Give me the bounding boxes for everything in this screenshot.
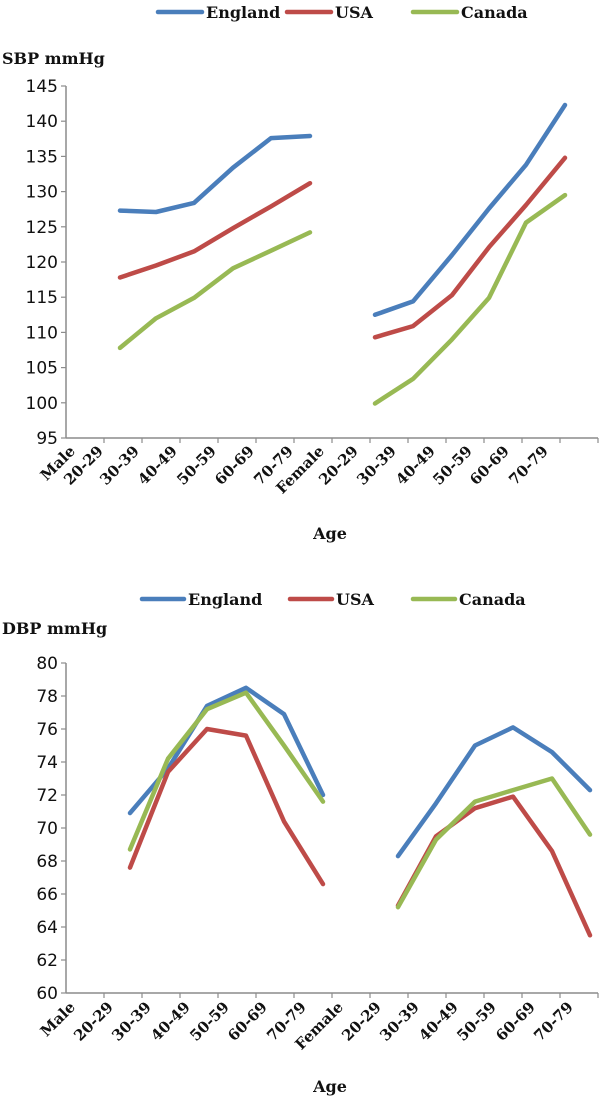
dbp-x-tick-label: 50-59 <box>453 998 500 1045</box>
sbp-y-tick-label: 100 <box>26 394 58 414</box>
sbp-x-tick-label: 40-49 <box>134 442 181 489</box>
sbp-y-tick-label: 95 <box>36 429 58 449</box>
dbp-y-tick-label: 74 <box>36 753 58 773</box>
sbp-y-axis-title: SBP mmHg <box>2 49 105 68</box>
sbp-x-tick-label: 60-69 <box>466 442 513 489</box>
sbp-series-england-male-line <box>117 133 313 215</box>
sbp-x-axis-title: Age <box>312 524 347 543</box>
sbp-x-tick-label: 50-59 <box>173 442 220 489</box>
sbp-y-tick-label: 120 <box>26 253 58 273</box>
dbp-series-england-female-line <box>395 725 593 859</box>
sbp-legend-label: USA <box>335 3 374 22</box>
sbp-x-tick-label: 30-39 <box>96 442 143 489</box>
sbp-series-england-female-line <box>372 102 568 318</box>
sbp-legend-label: England <box>206 3 280 22</box>
dbp-legend-label: England <box>188 590 262 609</box>
dbp-x-axis-title: Age <box>312 1077 347 1096</box>
dbp-chart: England USA Canada DBP mmHg 60 62 64 66 68 70 72 74… <box>2 590 599 1096</box>
dbp-x-tick-label: 30-39 <box>108 998 155 1045</box>
dbp-x-tick-label: 40-49 <box>147 998 194 1045</box>
dbp-legend-item-usa: USA <box>287 590 375 609</box>
dbp-legend-label: Canada <box>459 590 526 609</box>
dbp-y-tick-label: 70 <box>36 819 58 839</box>
dbp-series-usa-male-line <box>127 726 326 887</box>
sbp-x-tick-label: 20-29 <box>315 442 362 489</box>
dbp-x-tick-label: 30-39 <box>376 998 423 1045</box>
dbp-y-tick-label: 78 <box>36 687 58 707</box>
dbp-legend-item-canada: Canada <box>410 590 526 609</box>
dbp-legend-item-england: England <box>139 590 262 609</box>
sbp-chart: England USA Canada SBP mmHg 95 100 105 110 115 12… <box>2 3 599 543</box>
dbp-y-tick-label: 64 <box>36 918 58 938</box>
dbp-y-tick-label: 66 <box>36 885 58 905</box>
dbp-x-tick-label: 50-59 <box>186 998 233 1045</box>
sbp-y-tick-label: 135 <box>26 147 58 167</box>
dbp-x-tick-label: 40-49 <box>415 998 462 1045</box>
sbp-legend-item-canada: Canada <box>410 3 528 22</box>
sbp-y-tick-label: 125 <box>26 218 58 238</box>
sbp-x-tick-label: 50-59 <box>429 442 476 489</box>
sbp-series-usa-female-line <box>372 155 568 340</box>
dbp-x-tick-label: 70-79 <box>530 998 577 1045</box>
sbp-y-tick-label: 140 <box>26 112 58 132</box>
sbp-x-tick-label: 30-39 <box>353 442 400 489</box>
dbp-x-tick-label: 60-69 <box>224 998 271 1045</box>
sbp-x-tick-label: 70-79 <box>505 442 552 489</box>
sbp-series-usa-male-line <box>117 180 313 280</box>
dbp-y-tick-label: 72 <box>36 786 58 806</box>
sbp-y-tick-label: 110 <box>26 323 58 343</box>
dbp-y-tick-label: 60 <box>36 984 58 1004</box>
dbp-x-tick-label: 60-69 <box>492 998 539 1045</box>
dbp-x-tick-label: 20-29 <box>338 998 385 1045</box>
sbp-x-tick-label: 40-49 <box>392 442 439 489</box>
dbp-x-tick-label: 20-29 <box>70 998 117 1045</box>
sbp-series-canada-male-line <box>117 230 313 351</box>
sbp-y-tick-label: 115 <box>26 288 58 308</box>
dbp-y-axis-title: DBP mmHg <box>2 619 107 638</box>
sbp-legend-label: Canada <box>461 3 528 22</box>
sbp-x-tick-label: 60-69 <box>211 442 258 489</box>
sbp-y-tick-label: 105 <box>26 359 58 379</box>
sbp-y-tick-label: 145 <box>26 77 58 97</box>
dbp-y-tick-label: 80 <box>36 654 58 674</box>
sbp-series-canada-female-line <box>372 192 568 406</box>
sbp-legend-item-usa: USA <box>284 3 374 22</box>
dbp-legend-label: USA <box>336 590 375 609</box>
dbp-y-tick-label: 76 <box>36 720 58 740</box>
dbp-y-tick-label: 62 <box>36 951 58 971</box>
dbp-series-canada-female-line <box>395 776 593 910</box>
sbp-y-tick-label: 130 <box>26 183 58 203</box>
sbp-legend-item-england: England <box>155 3 280 22</box>
dbp-series-canada-male-line <box>127 690 326 852</box>
dbp-y-tick-label: 68 <box>36 852 58 872</box>
